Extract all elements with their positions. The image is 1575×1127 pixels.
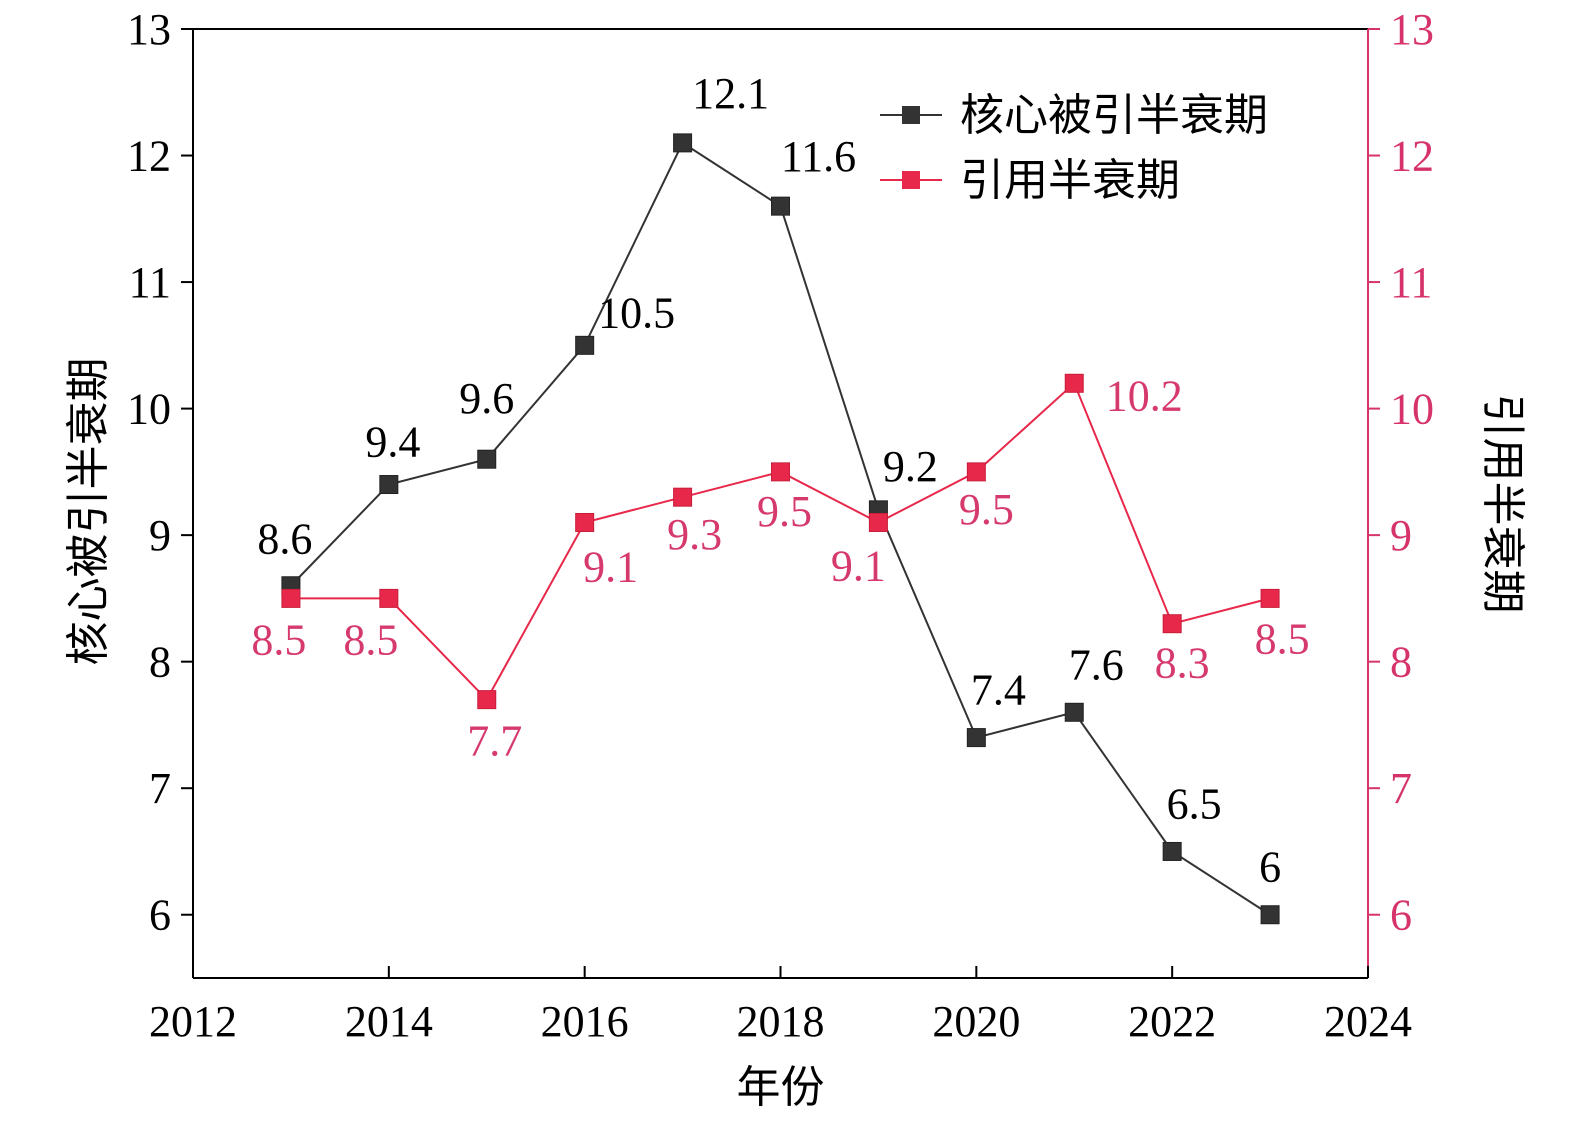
data-label: 9.5 <box>757 487 812 536</box>
y-left-tick-label: 8 <box>149 638 171 687</box>
data-label: 10.5 <box>598 288 675 337</box>
x-tick-label: 2020 <box>932 997 1020 1046</box>
legend-marker <box>902 106 920 124</box>
data-label: 10.2 <box>1106 371 1183 420</box>
y-left-tick-label: 11 <box>129 258 171 307</box>
y-right-tick-label: 6 <box>1390 891 1412 940</box>
data-label: 8.3 <box>1155 639 1210 688</box>
data-point-marker <box>673 133 693 153</box>
data-point-marker <box>477 449 497 469</box>
legend-label: 核心被引半衰期 <box>960 91 1268 140</box>
x-tick-label: 2022 <box>1128 997 1216 1046</box>
y-right-tick-label: 11 <box>1390 258 1432 307</box>
y-left-tick-label: 10 <box>127 385 171 434</box>
y-left-tick-label: 9 <box>149 511 171 560</box>
data-label: 6 <box>1259 843 1281 892</box>
y-right-axis-title: 引用半衰期 <box>1478 394 1527 614</box>
data-labels-group: 8.6 9.4 9.6 10.5 12.111.6 9.2 7.4 7.6 6.5 6 8.5 8.5… <box>251 69 1309 892</box>
y-left-tick-label: 13 <box>127 5 171 54</box>
data-point-marker <box>1064 702 1084 722</box>
data-point-marker <box>1260 905 1280 925</box>
x-axis-title: 年份 <box>737 1063 825 1112</box>
x-tick-label: 2014 <box>345 997 433 1046</box>
data-label: 12.1 <box>692 69 769 118</box>
data-label: 9.1 <box>583 542 638 591</box>
x-tick-label: 2012 <box>149 997 237 1046</box>
data-label: 9.3 <box>667 510 722 559</box>
y-left-tick-label: 7 <box>149 764 171 813</box>
data-label: 6.5 <box>1167 779 1222 828</box>
data-point-marker <box>1260 588 1280 608</box>
data-label: 9.2 <box>883 442 938 491</box>
y-right-tick-label: 8 <box>1390 638 1412 687</box>
markers-group <box>281 133 1280 925</box>
data-label: 9.6 <box>459 374 514 423</box>
data-point-marker <box>1162 841 1182 861</box>
y-left-axis-title: 核心被引半衰期 <box>64 358 113 666</box>
data-label: 9.5 <box>959 485 1014 534</box>
y-right-tick-label: 12 <box>1390 132 1434 181</box>
y-right-tick-label: 7 <box>1390 764 1412 813</box>
data-label: 7.6 <box>1069 640 1124 689</box>
data-point-marker <box>1064 373 1084 393</box>
data-label: 8.5 <box>343 615 398 664</box>
y-right-tick-label: 10 <box>1390 385 1434 434</box>
data-point-marker <box>771 462 790 482</box>
data-point-marker <box>575 512 595 532</box>
y-left-tick-label: 12 <box>127 132 171 181</box>
data-point-marker <box>281 588 301 608</box>
data-label: 9.1 <box>831 541 886 590</box>
axes-group: 6 6 7 7 8 8 9 9 10 10 11 11 12 12 13 13 2012 2014 2016 2018… <box>64 5 1527 1112</box>
y-left-tick-label: 6 <box>149 891 171 940</box>
data-point-marker <box>966 728 986 748</box>
data-point-marker <box>1162 614 1182 634</box>
x-tick-label: 2024 <box>1324 997 1412 1046</box>
data-point-marker <box>379 475 399 495</box>
x-tick-label: 2018 <box>737 997 825 1046</box>
x-tick-label: 2016 <box>541 997 629 1046</box>
data-point-marker <box>966 462 986 482</box>
data-label: 9.4 <box>365 418 420 467</box>
data-point-marker <box>379 588 399 608</box>
data-label: 7.4 <box>971 666 1026 715</box>
data-point-marker <box>575 335 595 355</box>
y-right-tick-label: 13 <box>1390 5 1434 54</box>
data-label: 7.7 <box>467 717 522 766</box>
data-point-marker <box>771 196 790 216</box>
data-point-marker <box>477 690 497 710</box>
legend-marker <box>902 171 920 189</box>
data-label: 8.5 <box>1255 614 1310 663</box>
y-right-tick-label: 9 <box>1390 511 1412 560</box>
data-point-marker <box>868 512 888 532</box>
data-label: 8.6 <box>257 515 312 564</box>
legend-label: 引用半衰期 <box>960 156 1180 205</box>
data-label: 11.6 <box>781 132 856 181</box>
data-point-marker <box>673 487 693 507</box>
data-label: 8.5 <box>251 615 306 664</box>
